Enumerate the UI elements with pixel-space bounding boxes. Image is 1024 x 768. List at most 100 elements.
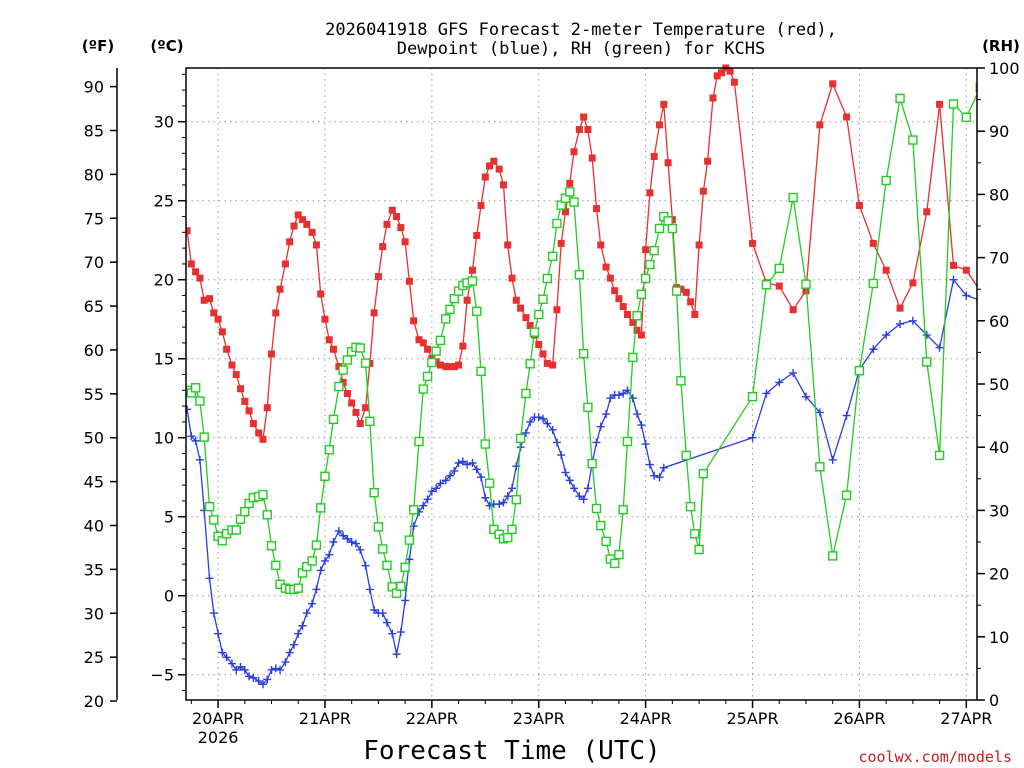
dewpoint-point xyxy=(896,319,905,328)
dewpoint-point xyxy=(423,495,432,504)
rh-point xyxy=(511,494,521,505)
dewpoint-point xyxy=(240,665,249,674)
dewpoint-point xyxy=(641,440,650,449)
rh-point xyxy=(360,358,371,368)
temperature-point xyxy=(330,345,338,353)
temperature-point xyxy=(882,266,890,274)
rh-point xyxy=(618,505,628,515)
rh-point xyxy=(302,561,312,572)
rh-point xyxy=(583,402,593,413)
rh-point xyxy=(761,280,772,290)
dewpoint-point xyxy=(454,459,463,467)
dewpoint-point xyxy=(401,596,410,605)
x-tick-label: 27APR xyxy=(940,709,992,728)
dewpoint-point xyxy=(382,618,391,627)
temperature-point xyxy=(388,206,396,214)
rh-point xyxy=(507,524,517,535)
temperature-point xyxy=(660,100,668,108)
temperature-point xyxy=(855,201,863,209)
temperature-point xyxy=(557,239,565,247)
temperature-point xyxy=(463,296,471,304)
temperature-point xyxy=(512,296,520,304)
fahrenheit-tick-label: 70 xyxy=(84,253,104,272)
dewpoint-point xyxy=(419,501,428,510)
dewpoint-point xyxy=(325,550,334,559)
temperature-point xyxy=(268,350,276,358)
rh-point xyxy=(231,525,241,535)
temperature-point xyxy=(401,238,409,246)
dewpoint-series xyxy=(186,275,997,689)
temperature-point xyxy=(442,363,450,371)
rh-point xyxy=(449,293,459,304)
dewpoint-point xyxy=(236,662,245,671)
dewpoint-point xyxy=(436,479,445,488)
temperature-point xyxy=(379,243,387,251)
temperature-point xyxy=(869,239,877,247)
temperature-point xyxy=(553,306,561,314)
dewpoint-point xyxy=(633,410,642,419)
dewpoint-point xyxy=(205,574,214,583)
rh-point xyxy=(204,501,215,512)
temperature-point xyxy=(588,154,596,162)
temperature-point xyxy=(424,345,432,353)
dewpoint-point xyxy=(908,316,917,325)
data-series xyxy=(186,64,997,689)
rh-point xyxy=(663,216,673,226)
temperature-point xyxy=(343,389,351,397)
fahrenheit-unit-label: (ºF) xyxy=(82,37,114,55)
rh-point xyxy=(908,135,918,145)
rh-point xyxy=(601,536,611,547)
temperature-point xyxy=(642,246,650,254)
rh-unit-label: (RH) xyxy=(982,37,1020,55)
celsius-tick-label: 5 xyxy=(164,508,174,527)
rh-point xyxy=(441,314,451,324)
dewpoint-point xyxy=(596,422,605,431)
temperature-point xyxy=(561,208,569,216)
dewpoint-point xyxy=(396,628,405,637)
x-tick-label: 26APR xyxy=(833,709,885,728)
temperature-point xyxy=(539,350,547,358)
dewpoint-point xyxy=(209,609,218,618)
temperature-point xyxy=(312,241,320,249)
dewpoint-point xyxy=(320,556,329,565)
temperature-point xyxy=(276,285,284,293)
rh-tick-label: 60 xyxy=(989,312,1009,331)
temperature-point xyxy=(255,429,263,437)
dewpoint-point xyxy=(294,629,303,638)
temperature-point xyxy=(606,274,614,282)
temperature-point xyxy=(348,399,356,407)
dewpoint-point xyxy=(543,419,552,428)
dewpoint-point xyxy=(361,561,370,570)
rh-point xyxy=(542,273,552,284)
rh-point xyxy=(788,192,798,203)
celsius-tick-label: −5 xyxy=(150,666,174,685)
temperature-point xyxy=(718,69,726,77)
dewpoint-point xyxy=(989,303,997,311)
rh-point xyxy=(324,445,334,455)
rh-point xyxy=(565,187,575,197)
temperature-point xyxy=(218,328,226,336)
dewpoint-point xyxy=(276,665,285,674)
rh-point xyxy=(801,279,811,289)
dewpoint-point xyxy=(570,484,579,493)
dewpoint-point xyxy=(592,438,601,447)
dewpoint-point xyxy=(249,673,258,682)
rh-point xyxy=(685,501,696,512)
dewpoint-point xyxy=(508,484,517,493)
temperature-point xyxy=(263,404,271,412)
rh-point xyxy=(467,276,478,286)
dewpoint-point xyxy=(356,545,365,554)
temperature-point xyxy=(749,239,757,247)
temperature-point xyxy=(410,317,418,325)
dewpoint-point xyxy=(775,378,784,387)
rh-point xyxy=(427,357,437,368)
rh-point xyxy=(190,383,201,393)
rh-point xyxy=(529,327,540,337)
temperature-point xyxy=(517,304,525,312)
temperature-point xyxy=(923,208,931,216)
rh-point xyxy=(240,506,250,517)
temperature-point xyxy=(695,241,703,249)
dewpoint-point xyxy=(378,609,387,618)
